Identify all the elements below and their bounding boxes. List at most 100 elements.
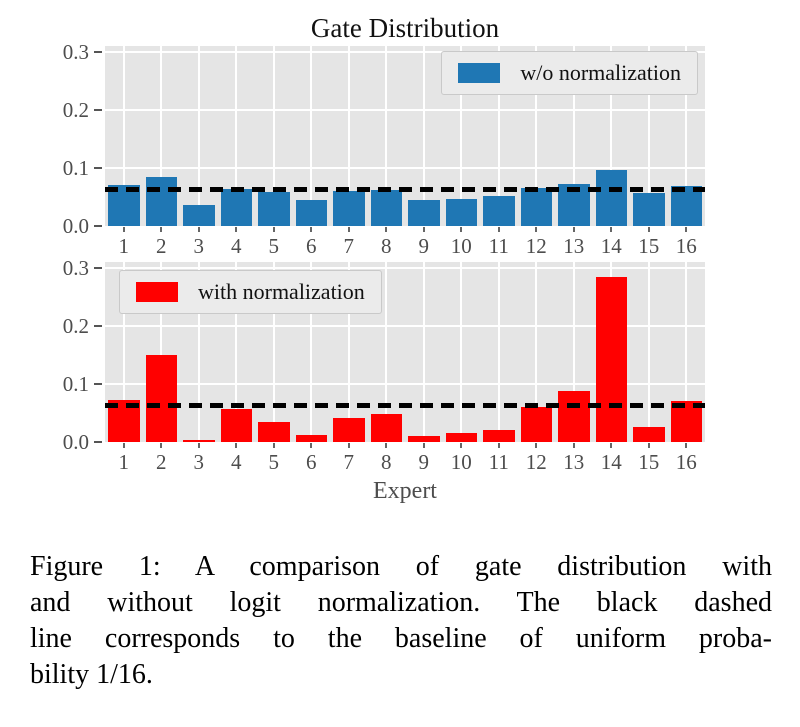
bar-slot (405, 262, 443, 442)
bar-slot (330, 262, 368, 442)
bar (108, 185, 140, 226)
x-tick-label: 8 (368, 226, 406, 259)
bar-slot (218, 46, 256, 226)
x-axis-ticks-bottom: 1 2 3 4 5 6 7 8 9 10 11 12 13 14 15 16 (105, 442, 705, 475)
v-gridline (235, 46, 238, 226)
v-gridline (647, 262, 650, 442)
x-tick-label: 10 (443, 226, 481, 259)
v-gridline (460, 46, 463, 226)
bar (370, 190, 402, 226)
bar (633, 426, 665, 442)
caption-line: and without logit normalization. The bla… (30, 587, 772, 618)
h-gridline (105, 266, 705, 269)
v-gridline (160, 46, 163, 226)
y-tick-label: 0.2 (62, 97, 103, 122)
x-tick-label: 6 (293, 442, 331, 475)
bar-slot (593, 262, 631, 442)
v-gridline (235, 262, 238, 442)
bar-slot (668, 46, 706, 226)
h-gridline (105, 50, 705, 53)
chart-title: Gate Distribution (310, 13, 500, 43)
bar-slot (443, 262, 481, 442)
bar-series (105, 262, 705, 442)
plot-area-top: w/o normalization (105, 46, 705, 226)
bar (558, 390, 590, 442)
y-tick-label: 0.1 (62, 155, 103, 180)
x-tick-label: 8 (368, 442, 406, 475)
figure-1: Gate Distribution 0.0 0.1 0.2 0.3 w/o norma… (0, 0, 800, 693)
chart-row-top: 0.0 0.1 0.2 0.3 w/o normalization (0, 40, 800, 238)
x-tick-label: 16 (668, 226, 706, 259)
v-gridline (572, 262, 575, 442)
bar-slot (218, 262, 256, 442)
bar-slot (518, 46, 556, 226)
bar (145, 354, 177, 442)
v-gridline (160, 262, 163, 442)
x-tick-label: 14 (593, 226, 631, 259)
v-gridline (347, 46, 350, 226)
y-tick-label: 0.0 (62, 214, 103, 238)
bar (258, 422, 290, 442)
bar (670, 185, 702, 226)
v-gridline (497, 46, 500, 226)
bar-slot (405, 46, 443, 226)
caption-line: bility 1/16. (30, 659, 153, 690)
bar (408, 199, 440, 226)
bar (333, 190, 365, 226)
v-gridline (197, 262, 200, 442)
x-tick-label: 11 (480, 226, 518, 259)
v-gridline (685, 46, 688, 226)
legend-bottom: with normalization (119, 270, 382, 314)
bar (483, 430, 515, 442)
x-tick-label: 5 (255, 442, 293, 475)
v-gridline (535, 46, 538, 226)
bar-slot (668, 262, 706, 442)
legend-label-top: w/o normalization (520, 60, 681, 85)
x-tick-label: 1 (105, 442, 143, 475)
bar (370, 414, 402, 442)
v-gridline (122, 46, 125, 226)
bar-slot (143, 262, 181, 442)
bar (183, 439, 215, 442)
bar-slot (255, 262, 293, 442)
x-tick-label: 4 (218, 226, 256, 259)
y-tick-label: 0.3 (62, 39, 103, 64)
bar-slot (143, 46, 181, 226)
bar (220, 189, 252, 226)
v-gridline (610, 46, 613, 226)
bar (520, 407, 552, 442)
bar-slot (330, 46, 368, 226)
bar (145, 177, 177, 226)
v-gridline (572, 46, 575, 226)
bar (595, 169, 627, 226)
bar-slot (368, 262, 406, 442)
v-gridline (347, 262, 350, 442)
x-tick-label: 3 (180, 442, 218, 475)
plot-area-bottom: with normalization (105, 262, 705, 442)
caption-line: Figure 1: A comparison of gate distribut… (30, 551, 772, 582)
x-tick-label: 6 (293, 226, 331, 259)
bar-slot (293, 262, 331, 442)
bar (295, 200, 327, 226)
bar-slot (630, 46, 668, 226)
x-tick-label: 14 (593, 442, 631, 475)
v-gridline (460, 262, 463, 442)
bar-slot (518, 262, 556, 442)
v-gridline (272, 46, 275, 226)
bar (520, 187, 552, 226)
y-tick-label: 0.2 (62, 313, 103, 338)
bar-slot (480, 262, 518, 442)
bar-slot (293, 46, 331, 226)
x-tick-label: 13 (555, 442, 593, 475)
baseline-dashed-line-top (105, 186, 705, 192)
x-tick-label: 9 (405, 442, 443, 475)
v-gridline (310, 262, 313, 442)
bar (483, 196, 515, 226)
y-tick-label: 0.1 (62, 371, 103, 396)
h-gridline (105, 108, 705, 111)
x-tick-label: 2 (143, 226, 181, 259)
x-tick-label: 15 (630, 442, 668, 475)
bar (220, 409, 252, 442)
legend-swatch-blue (458, 63, 501, 83)
x-tick-label: 7 (330, 226, 368, 259)
